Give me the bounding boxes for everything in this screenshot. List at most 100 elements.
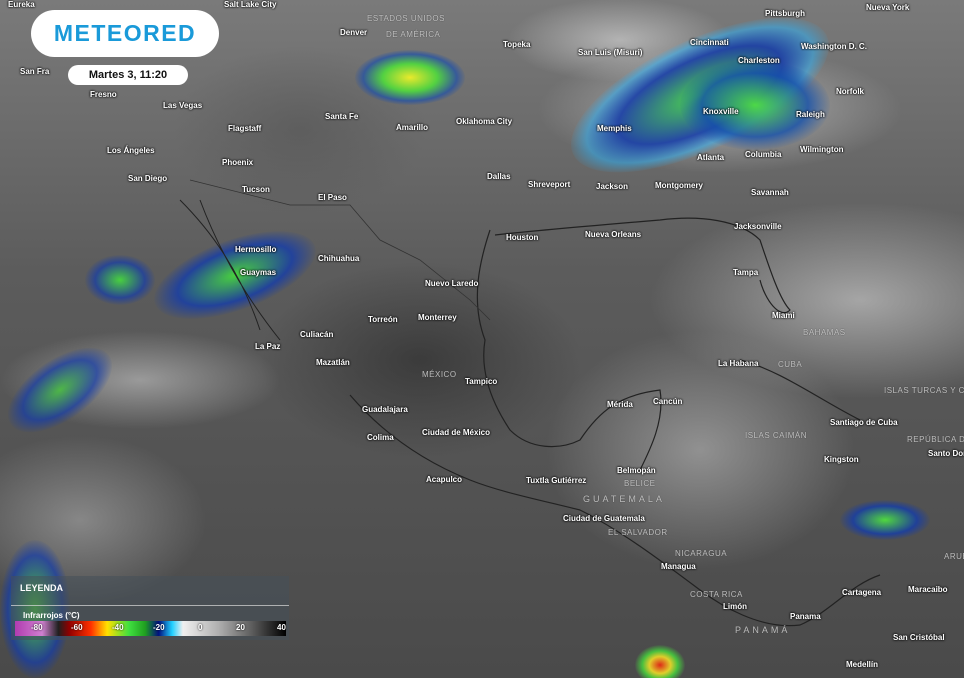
city-label: Panama — [790, 612, 821, 621]
city-label: Tucson — [242, 185, 270, 194]
city-label: Washington D. C. — [801, 42, 867, 51]
city-label: Knoxville — [703, 107, 739, 116]
city-label: Oklahoma City — [456, 117, 513, 126]
city-label: Tuxtla Gutiérrez — [526, 476, 587, 485]
city-label: Norfolk — [836, 87, 864, 96]
storm-cell — [85, 255, 155, 305]
storm-cell — [680, 60, 830, 150]
city-label: Nueva York — [866, 3, 910, 12]
city-label: Topeka — [503, 40, 531, 49]
city-label: Fresno — [90, 90, 117, 99]
legend-tick: -60 — [71, 623, 83, 632]
city-label: Montgomery — [655, 181, 703, 190]
city-label: Los Ángeles — [107, 146, 155, 155]
city-label: Hermosillo — [235, 245, 277, 254]
city-label: Houston — [506, 233, 539, 242]
legend-divider — [11, 605, 289, 606]
country-label: EL SALVADOR — [608, 528, 668, 537]
temperature-color-scale — [15, 621, 286, 636]
country-label: ISLAS CAIMÁN — [745, 431, 808, 440]
legend-tick: 40 — [277, 623, 286, 632]
legend-tick: -40 — [112, 623, 124, 632]
legend-tick: 20 — [236, 623, 245, 632]
city-label: Nueva Orleans — [585, 230, 642, 239]
city-label: Medellín — [846, 660, 879, 669]
city-label: Maracaibo — [908, 585, 948, 594]
city-label: Mérida — [607, 400, 633, 409]
country-label: BAHAMAS — [803, 328, 846, 337]
legend-tick: 0 — [198, 623, 203, 632]
city-label: Chihuahua — [318, 254, 360, 263]
city-label: Nuevo Laredo — [425, 279, 479, 288]
country-label: NICARAGUA — [675, 549, 728, 558]
city-label: Columbia — [745, 150, 782, 159]
city-label: La Habana — [718, 359, 759, 368]
city-label: Miami — [772, 311, 795, 320]
city-label: Wilmington — [800, 145, 844, 154]
legend-tick: -80 — [31, 623, 43, 632]
storm-cell — [355, 50, 465, 105]
city-label: San Diego — [128, 174, 168, 183]
city-label: Denver — [340, 28, 368, 37]
city-label: Flagstaff — [228, 124, 262, 133]
city-label: Torreón — [368, 315, 398, 324]
city-label: El Paso — [318, 193, 347, 202]
logo-text: METEORED — [53, 20, 197, 46]
city-label: Savannah — [751, 188, 789, 197]
country-label: ARUB — [944, 552, 964, 561]
city-label: Guadalajara — [362, 405, 408, 414]
city-label: Dallas — [487, 172, 511, 181]
country-label: CUBA — [778, 360, 803, 369]
city-label: Cartagena — [842, 588, 882, 597]
city-label: Eureka — [8, 0, 35, 9]
city-label: Phoenix — [222, 158, 254, 167]
city-label: Charleston — [738, 56, 780, 65]
city-label: Kingston — [824, 455, 859, 464]
storm-cell — [635, 645, 685, 678]
city-label: Santo Dom — [928, 449, 964, 458]
city-label: Managua — [661, 562, 696, 571]
country-label: PANAMÁ — [735, 625, 791, 635]
city-label: Ciudad de Guatemala — [563, 514, 645, 523]
city-label: Jackson — [596, 182, 629, 191]
city-label: Memphis — [597, 124, 632, 133]
legend-panel: LEYENDA Infrarrojos (°C) -80 -60 -40 -20… — [11, 576, 289, 640]
city-label: Monterrey — [418, 313, 457, 322]
city-label: Tampa — [733, 268, 759, 277]
city-label: Acapulco — [426, 475, 463, 484]
country-label: GUATEMALA — [583, 494, 665, 504]
city-label: Limón — [723, 602, 747, 611]
city-label: San Cristóbal — [893, 633, 945, 642]
city-label: Culiacán — [300, 330, 334, 339]
city-label: San Fra — [20, 67, 50, 76]
city-label: Shreveport — [528, 180, 571, 189]
city-label: Amarillo — [396, 123, 429, 132]
city-label: La Paz — [255, 342, 281, 351]
country-label: REPÚBLICA DO — [907, 435, 964, 444]
legend-title: LEYENDA — [20, 583, 64, 593]
city-label: Cancún — [653, 397, 683, 406]
city-label: Ciudad de México — [422, 428, 491, 437]
legend-subtitle: Infrarrojos (°C) — [23, 611, 80, 620]
city-label: Tampico — [465, 377, 498, 386]
city-label: Colima — [367, 433, 394, 442]
city-label: Salt Lake City — [224, 0, 277, 9]
meteored-logo[interactable]: METEORED — [31, 10, 219, 57]
city-label: Pittsburgh — [765, 9, 805, 18]
city-label: Atlanta — [697, 153, 725, 162]
storm-cell — [840, 500, 930, 540]
country-label: ISLAS TURCAS Y CAI — [884, 386, 964, 395]
country-label: DE AMÉRICA — [386, 30, 441, 39]
country-label: COSTA RICA — [690, 590, 743, 599]
city-label: Mazatlán — [316, 358, 350, 367]
city-label: Santa Fe — [325, 112, 359, 121]
city-label: Santiago de Cuba — [830, 418, 898, 427]
city-label: Cincinnati — [690, 38, 729, 47]
datetime-badge: Martes 3, 11:20 — [68, 65, 188, 85]
country-label: ESTADOS UNIDOS — [367, 14, 445, 23]
city-label: Raleigh — [796, 110, 825, 119]
country-label: MÉXICO — [422, 370, 457, 379]
city-label: Jacksonville — [734, 222, 782, 231]
